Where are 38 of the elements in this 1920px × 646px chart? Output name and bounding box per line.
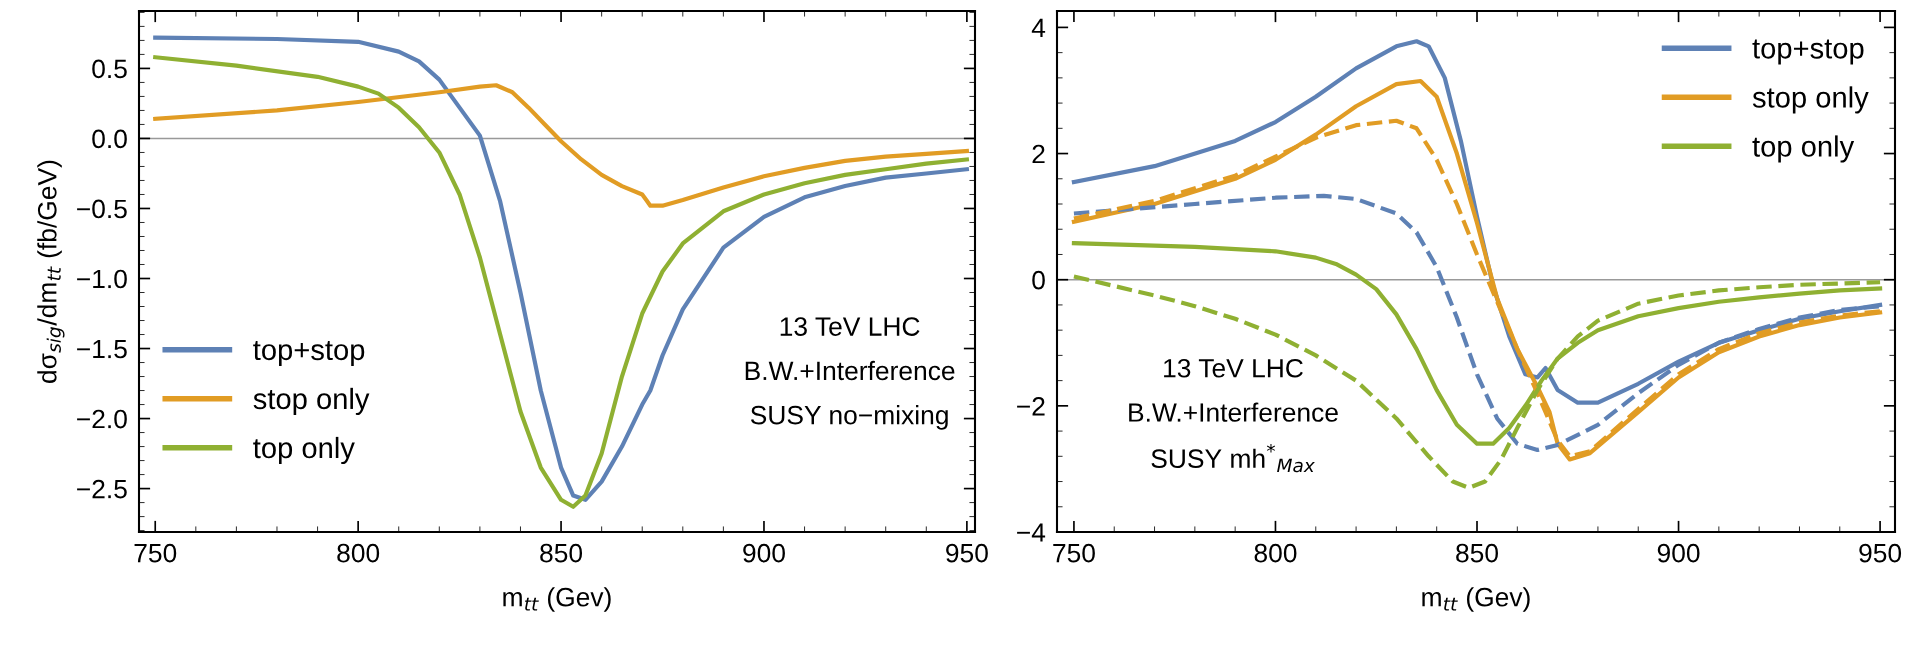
x-tick-label: 850 [1456,543,1498,563]
y-tick-label: −1.0 [77,269,127,289]
y-tick-label: −4 [1017,523,1046,542]
x-tick-label: 750 [1053,543,1095,563]
legend-label: stop only [253,387,370,416]
x-tick-label: 900 [1657,543,1700,563]
y-tick-label: 2 [1032,144,1045,164]
y-tick-label: 4 [1031,18,1046,37]
legend-label: top+stop [1752,39,1864,65]
annotation: B.W.+Interference [745,360,955,381]
x-tick-label: 950 [1859,543,1902,563]
x-tick-label: 900 [743,543,785,563]
y-tick-label: −1.5 [77,339,127,359]
legend-label: top+stop [253,341,365,366]
y-tick-label: −2 [1017,396,1045,416]
x-tick-label: 950 [946,543,988,563]
x-tick-label: 800 [1254,543,1297,563]
annotation: SUSY no−mixing [750,405,948,430]
annotation: B.W.+Interference [1129,402,1338,422]
legend-label: top only [253,436,355,465]
x-tick-label: 750 [134,543,177,563]
y-tick-label: −0.5 [77,199,127,219]
x-axis-title: m$_{tt}$ (Gev) [503,587,611,612]
annotation: SUSY mh$^{*}$$_{Max}$ [1151,443,1315,473]
x-tick-label: 800 [337,543,380,563]
x-tick-label: 850 [540,543,583,563]
annotation: 13 TeV LHC [1164,358,1303,378]
line-series [153,83,969,208]
legend-label: stop only [1752,86,1869,114]
y-tick-label: −2.0 [77,409,127,429]
legend-label: top only [1752,135,1855,163]
y-tick-label: 0 [1032,270,1045,290]
annotation: 13 TeV LHC [780,317,920,336]
y-axis-title: dσ$_{sig}$/dm$_{tt}$ (fb/GeV) [37,160,65,383]
y-tick-label: −2.5 [77,479,127,499]
y-tick-label: 0.0 [92,129,127,149]
y-tick-label: 0.5 [92,59,127,79]
x-axis-title: m$_{tt}$ (Gev) [1422,587,1530,612]
